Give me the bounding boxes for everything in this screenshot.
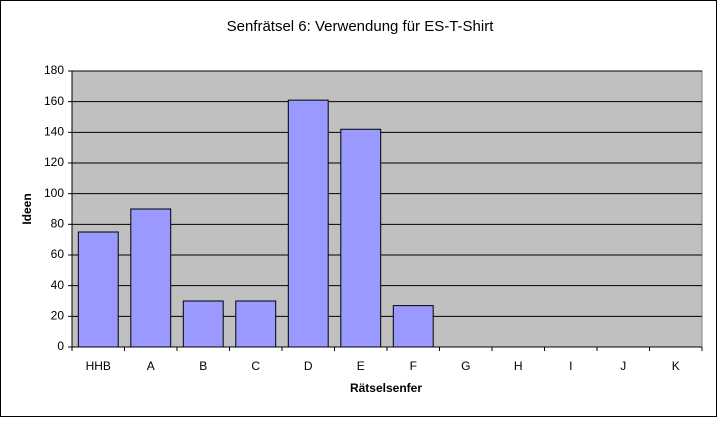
y-tick-label: 20	[51, 309, 65, 323]
y-tick-label: 100	[44, 186, 64, 200]
bar	[287, 99, 329, 348]
x-tick-label: F	[410, 359, 417, 373]
bar	[235, 300, 277, 348]
y-tick-label: 160	[44, 94, 64, 108]
x-tick-label: I	[569, 359, 572, 373]
x-tick-label: D	[304, 359, 313, 373]
x-tick-label: H	[514, 359, 523, 373]
y-tick-label: 0	[57, 339, 64, 353]
x-tick-label: HHB	[86, 359, 111, 373]
x-tick-label: A	[147, 359, 155, 373]
bar	[392, 305, 434, 348]
bar	[77, 231, 119, 348]
y-tick-label: 140	[44, 125, 64, 139]
y-tick-label: 60	[51, 247, 65, 261]
bar	[340, 128, 382, 348]
x-tick-label: J	[620, 359, 626, 373]
bar	[130, 208, 172, 348]
y-tick-label: 180	[44, 63, 64, 77]
x-tick-label: C	[251, 359, 260, 373]
x-tick-label: E	[357, 359, 365, 373]
y-tick-label: 80	[51, 217, 65, 231]
x-tick-label: G	[461, 359, 470, 373]
x-tick-label: B	[199, 359, 207, 373]
y-axis-title: Ideen	[20, 193, 34, 224]
plot-area	[71, 70, 703, 348]
bar	[182, 300, 224, 348]
x-tick-label: K	[672, 359, 680, 373]
y-tick-label: 120	[44, 155, 64, 169]
chart-title: Senfrätsel 6: Verwendung für ES-T-Shirt	[227, 18, 495, 35]
x-axis-title: Rätselsenfer	[350, 381, 422, 395]
y-tick-label: 40	[51, 278, 65, 292]
